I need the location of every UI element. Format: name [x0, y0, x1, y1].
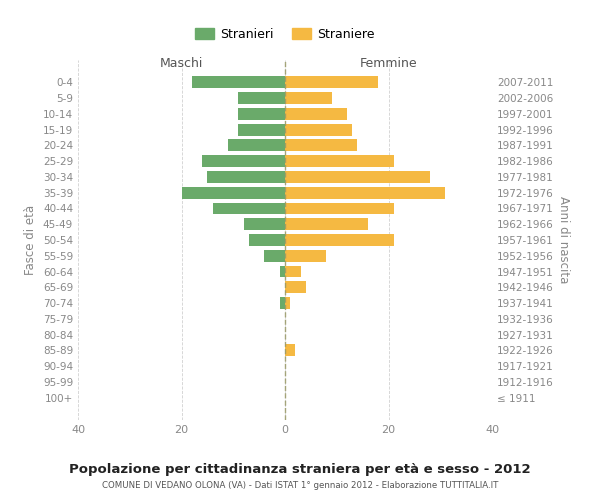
Bar — [285, 250, 326, 262]
Y-axis label: Fasce di età: Fasce di età — [25, 205, 37, 275]
Text: Popolazione per cittadinanza straniera per età e sesso - 2012: Popolazione per cittadinanza straniera p… — [69, 462, 531, 475]
Text: Femmine: Femmine — [359, 56, 418, 70]
Bar — [238, 108, 285, 120]
Bar — [285, 234, 394, 246]
Text: COMUNE DI VEDANO OLONA (VA) - Dati ISTAT 1° gennaio 2012 - Elaborazione TUTTITAL: COMUNE DI VEDANO OLONA (VA) - Dati ISTAT… — [102, 481, 498, 490]
Legend: Stranieri, Straniere: Stranieri, Straniere — [190, 23, 380, 46]
Bar — [192, 76, 285, 88]
Bar — [285, 218, 368, 230]
Bar — [244, 218, 285, 230]
Bar — [238, 124, 285, 136]
Bar — [285, 92, 332, 104]
Bar — [249, 234, 285, 246]
Bar — [280, 266, 285, 278]
Bar — [285, 202, 394, 214]
Bar — [285, 124, 352, 136]
Bar — [285, 171, 430, 183]
Bar — [202, 155, 285, 167]
Bar — [285, 344, 295, 356]
Bar — [182, 187, 285, 198]
Bar — [285, 187, 445, 198]
Y-axis label: Anni di nascita: Anni di nascita — [557, 196, 570, 284]
Bar — [280, 297, 285, 309]
Bar — [228, 140, 285, 151]
Bar — [238, 92, 285, 104]
Bar — [285, 266, 301, 278]
Bar — [285, 155, 394, 167]
Bar — [285, 108, 347, 120]
Bar — [285, 297, 290, 309]
Bar — [285, 140, 358, 151]
Bar — [285, 282, 306, 293]
Bar — [285, 76, 378, 88]
Bar — [212, 202, 285, 214]
Bar — [208, 171, 285, 183]
Text: Maschi: Maschi — [160, 56, 203, 70]
Bar — [265, 250, 285, 262]
